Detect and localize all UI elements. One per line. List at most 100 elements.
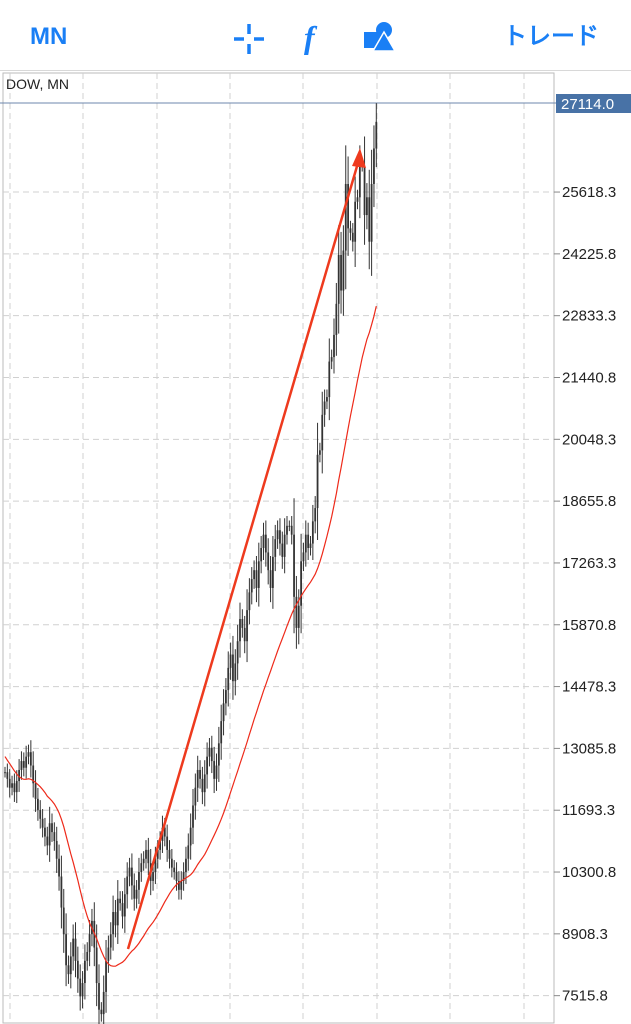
candle-body xyxy=(281,543,284,557)
candle-body xyxy=(147,849,150,864)
candle-body xyxy=(199,769,201,779)
candle-body xyxy=(166,836,169,850)
candle-body xyxy=(288,525,291,527)
moving-average-line xyxy=(4,305,377,967)
candle-body xyxy=(13,783,16,793)
price-tick-label: 7515.8 xyxy=(562,988,608,1005)
candle-body xyxy=(241,619,244,628)
candle-body xyxy=(330,357,333,362)
candle-body xyxy=(276,530,279,540)
candle-body xyxy=(15,781,18,793)
candle-body xyxy=(290,525,293,535)
candle-body xyxy=(344,183,347,251)
candle-body xyxy=(225,690,227,704)
candle-body xyxy=(128,867,131,877)
candle-body xyxy=(335,303,338,335)
candle-body xyxy=(227,667,230,691)
candle-body xyxy=(262,534,265,548)
candle-body xyxy=(229,654,232,668)
candle-body xyxy=(267,552,270,571)
price-tick-label: 11693.3 xyxy=(562,802,615,819)
candle-body xyxy=(46,836,49,846)
trend-arrow-head xyxy=(352,148,366,168)
candle-body xyxy=(311,521,314,544)
candle-body xyxy=(203,774,206,793)
candle-body xyxy=(255,570,258,588)
candle-body xyxy=(140,863,143,873)
candle-body xyxy=(274,539,277,557)
candle-body xyxy=(236,641,239,664)
trend-arrow xyxy=(126,148,366,950)
candle-body xyxy=(300,561,302,606)
candle-body xyxy=(309,543,312,548)
price-tick-label: 17263.3 xyxy=(562,555,616,572)
price-chart[interactable]: 25618.3 24225.8 22833.3 21440.8 20048.3 18655… xyxy=(0,70,631,1024)
candle-body xyxy=(333,334,335,358)
candle-body xyxy=(32,765,35,784)
candle-body xyxy=(316,454,319,509)
candle-body xyxy=(342,250,345,291)
function-icon[interactable]: f xyxy=(300,20,328,56)
candle-body xyxy=(121,903,124,917)
candle-body xyxy=(286,525,288,535)
candle-body xyxy=(314,508,317,522)
candle-body xyxy=(95,947,98,984)
trend-arrow-line xyxy=(126,155,362,950)
candle-body xyxy=(194,787,197,806)
candle-body xyxy=(232,654,234,682)
candle-body xyxy=(41,818,44,828)
grid xyxy=(3,73,554,1023)
candle-body xyxy=(67,965,70,975)
trade-button[interactable]: トレード xyxy=(503,23,599,50)
price-tick-label: 18655.8 xyxy=(562,493,616,510)
candle-body xyxy=(145,849,147,859)
candle-body xyxy=(264,534,267,553)
candle-body xyxy=(248,592,251,611)
candle-body xyxy=(88,934,91,952)
candle-body xyxy=(358,166,361,198)
candle-body xyxy=(84,960,86,984)
price-tick-label: 14478.3 xyxy=(562,679,616,696)
candle-body xyxy=(109,934,112,948)
price-tick-label: 24225.8 xyxy=(562,246,616,263)
candle-body xyxy=(260,548,263,562)
candle-body xyxy=(356,197,359,202)
candle-body xyxy=(279,530,281,544)
candle-body xyxy=(163,827,166,837)
candle-body xyxy=(100,1009,103,1015)
candle-body xyxy=(39,809,42,819)
candle-body xyxy=(175,872,178,881)
candle-body xyxy=(107,947,110,961)
candle-body xyxy=(196,769,199,788)
current-price-label: 27114.0 xyxy=(561,96,614,113)
candle-body xyxy=(215,765,218,779)
candle-body xyxy=(182,872,185,881)
candle-body xyxy=(44,827,46,837)
candle-body xyxy=(51,823,53,833)
candle-body xyxy=(105,960,107,992)
chart-area[interactable]: 25618.3 24225.8 22833.3 21440.8 20048.3 18655… xyxy=(0,70,631,1024)
candle-body xyxy=(178,880,180,890)
candle-body xyxy=(4,772,6,774)
candle-body xyxy=(18,769,20,782)
crosshair-icon[interactable] xyxy=(232,22,266,56)
candle-body xyxy=(131,867,133,886)
candle-body xyxy=(159,840,161,850)
candle-body xyxy=(368,197,371,242)
shapes-icon[interactable] xyxy=(362,20,398,54)
candle-body xyxy=(138,872,140,890)
price-tick-label: 10300.8 xyxy=(562,864,616,881)
candle-body xyxy=(168,849,171,859)
candle-body xyxy=(34,783,37,799)
candle-body xyxy=(319,450,321,455)
candle-body xyxy=(206,756,208,775)
candle-body xyxy=(98,983,100,1010)
candle-body xyxy=(370,183,373,242)
candle-body xyxy=(189,827,192,846)
toolbar: MN f トレード xyxy=(0,0,631,71)
timeframe-button[interactable]: MN xyxy=(30,23,68,50)
candle-body xyxy=(119,898,122,904)
candle-body xyxy=(293,534,295,597)
plot-frame xyxy=(2,72,555,1024)
candle-body xyxy=(180,880,183,890)
